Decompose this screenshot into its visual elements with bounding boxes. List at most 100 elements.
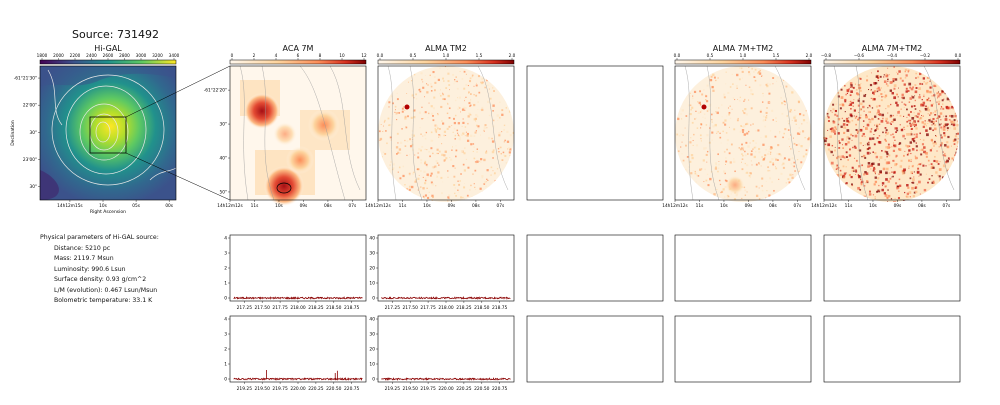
noise-pixel [440,176,443,179]
noise-pixel [872,169,875,172]
noise-pixel [424,134,426,136]
noise-pixel [463,87,466,90]
noise-pixel [468,102,471,105]
x-tick-label: 14h12m12s [365,203,391,209]
noise-pixel [451,149,453,151]
noise-pixel [942,151,944,153]
noise-pixel [903,168,906,172]
spectrum-frame [377,234,515,302]
noise-pixel [862,100,865,103]
noise-pixel [390,139,392,141]
noise-pixel [829,135,832,138]
noise-pixel [462,106,465,109]
noise-pixel [506,130,509,133]
noise-pixel [802,155,805,158]
noise-pixel [934,113,936,116]
noise-pixel [394,111,396,113]
noise-pixel [885,140,887,142]
noise-pixel [502,151,505,154]
noise-pixel [908,167,910,169]
noise-pixel [766,82,769,85]
noise-pixel [717,153,720,156]
noise-pixel [944,152,946,155]
noise-pixel [895,101,898,105]
noise-pixel [907,152,910,155]
noise-pixel [921,98,923,101]
noise-pixel [908,132,912,136]
noise-pixel [436,176,438,178]
noise-pixel [473,157,476,160]
noise-pixel [885,161,889,165]
noise-pixel [925,165,927,167]
x-tick-label: 05s [132,203,140,209]
noise-pixel [436,176,438,178]
noise-pixel [935,135,937,137]
noise-pixel [472,150,474,153]
noise-pixel [835,103,837,105]
noise-pixel [883,74,885,76]
noise-pixel [710,75,713,78]
noise-pixel [890,120,893,123]
noise-pixel [436,132,438,134]
noise-pixel [728,113,731,116]
noise-pixel [398,166,401,169]
noise-pixel [744,194,747,196]
noise-pixel [396,118,398,121]
noise-pixel [690,154,694,157]
noise-pixel [464,183,465,184]
noise-pixel [420,186,422,188]
noise-pixel [893,201,895,202]
noise-pixel [772,83,774,85]
noise-pixel [927,159,930,162]
noise-pixel [845,151,848,154]
noise-pixel [843,175,845,178]
noise-pixel [448,117,451,119]
noise-pixel [778,153,781,156]
noise-pixel [719,136,722,139]
noise-pixel [922,104,925,107]
noise-pixel [458,183,461,186]
noise-pixel [704,168,706,171]
noise-pixel [943,115,945,117]
noise-pixel [508,110,512,113]
noise-pixel [903,83,906,86]
noise-pixel [399,177,402,180]
noise-pixel [946,97,950,101]
y-tick-label: 1 [224,362,227,368]
noise-pixel [455,155,457,158]
colorbar-tick-label: 1.5 [773,53,780,58]
noise-pixel [483,126,487,130]
noise-pixel [470,93,472,95]
noise-pixel [872,97,875,101]
noise-pixel [904,104,907,106]
y-tick-label: 10 [369,281,375,287]
x-tick-label: 217.50 [255,305,271,311]
noise-pixel [428,150,431,153]
noise-pixel [859,128,863,132]
noise-pixel [900,128,904,132]
noise-pixel [892,159,895,162]
higal-x-ticks: 14h12m15s 10s 05s 00s [57,200,174,209]
noise-pixel [905,90,908,93]
noise-pixel [864,144,866,146]
noise-pixel [706,161,708,163]
noise-pixel [446,102,448,104]
noise-pixel [941,129,943,131]
noise-pixel [950,114,954,118]
noise-pixel [742,154,744,157]
noise-pixel [842,123,846,126]
noise-pixel [910,87,914,91]
noise-pixel [750,160,752,162]
noise-pixel [738,67,741,70]
noise-pixel [941,90,944,93]
noise-pixel [941,99,944,102]
noise-pixel [699,104,702,106]
noise-pixel [940,106,943,109]
noise-pixel [447,176,449,178]
noise-pixel [841,155,845,158]
noise-pixel [430,105,433,108]
noise-pixel [893,142,895,144]
noise-pixel [932,117,935,121]
noise-pixel [885,120,888,122]
noise-pixel [897,73,899,75]
